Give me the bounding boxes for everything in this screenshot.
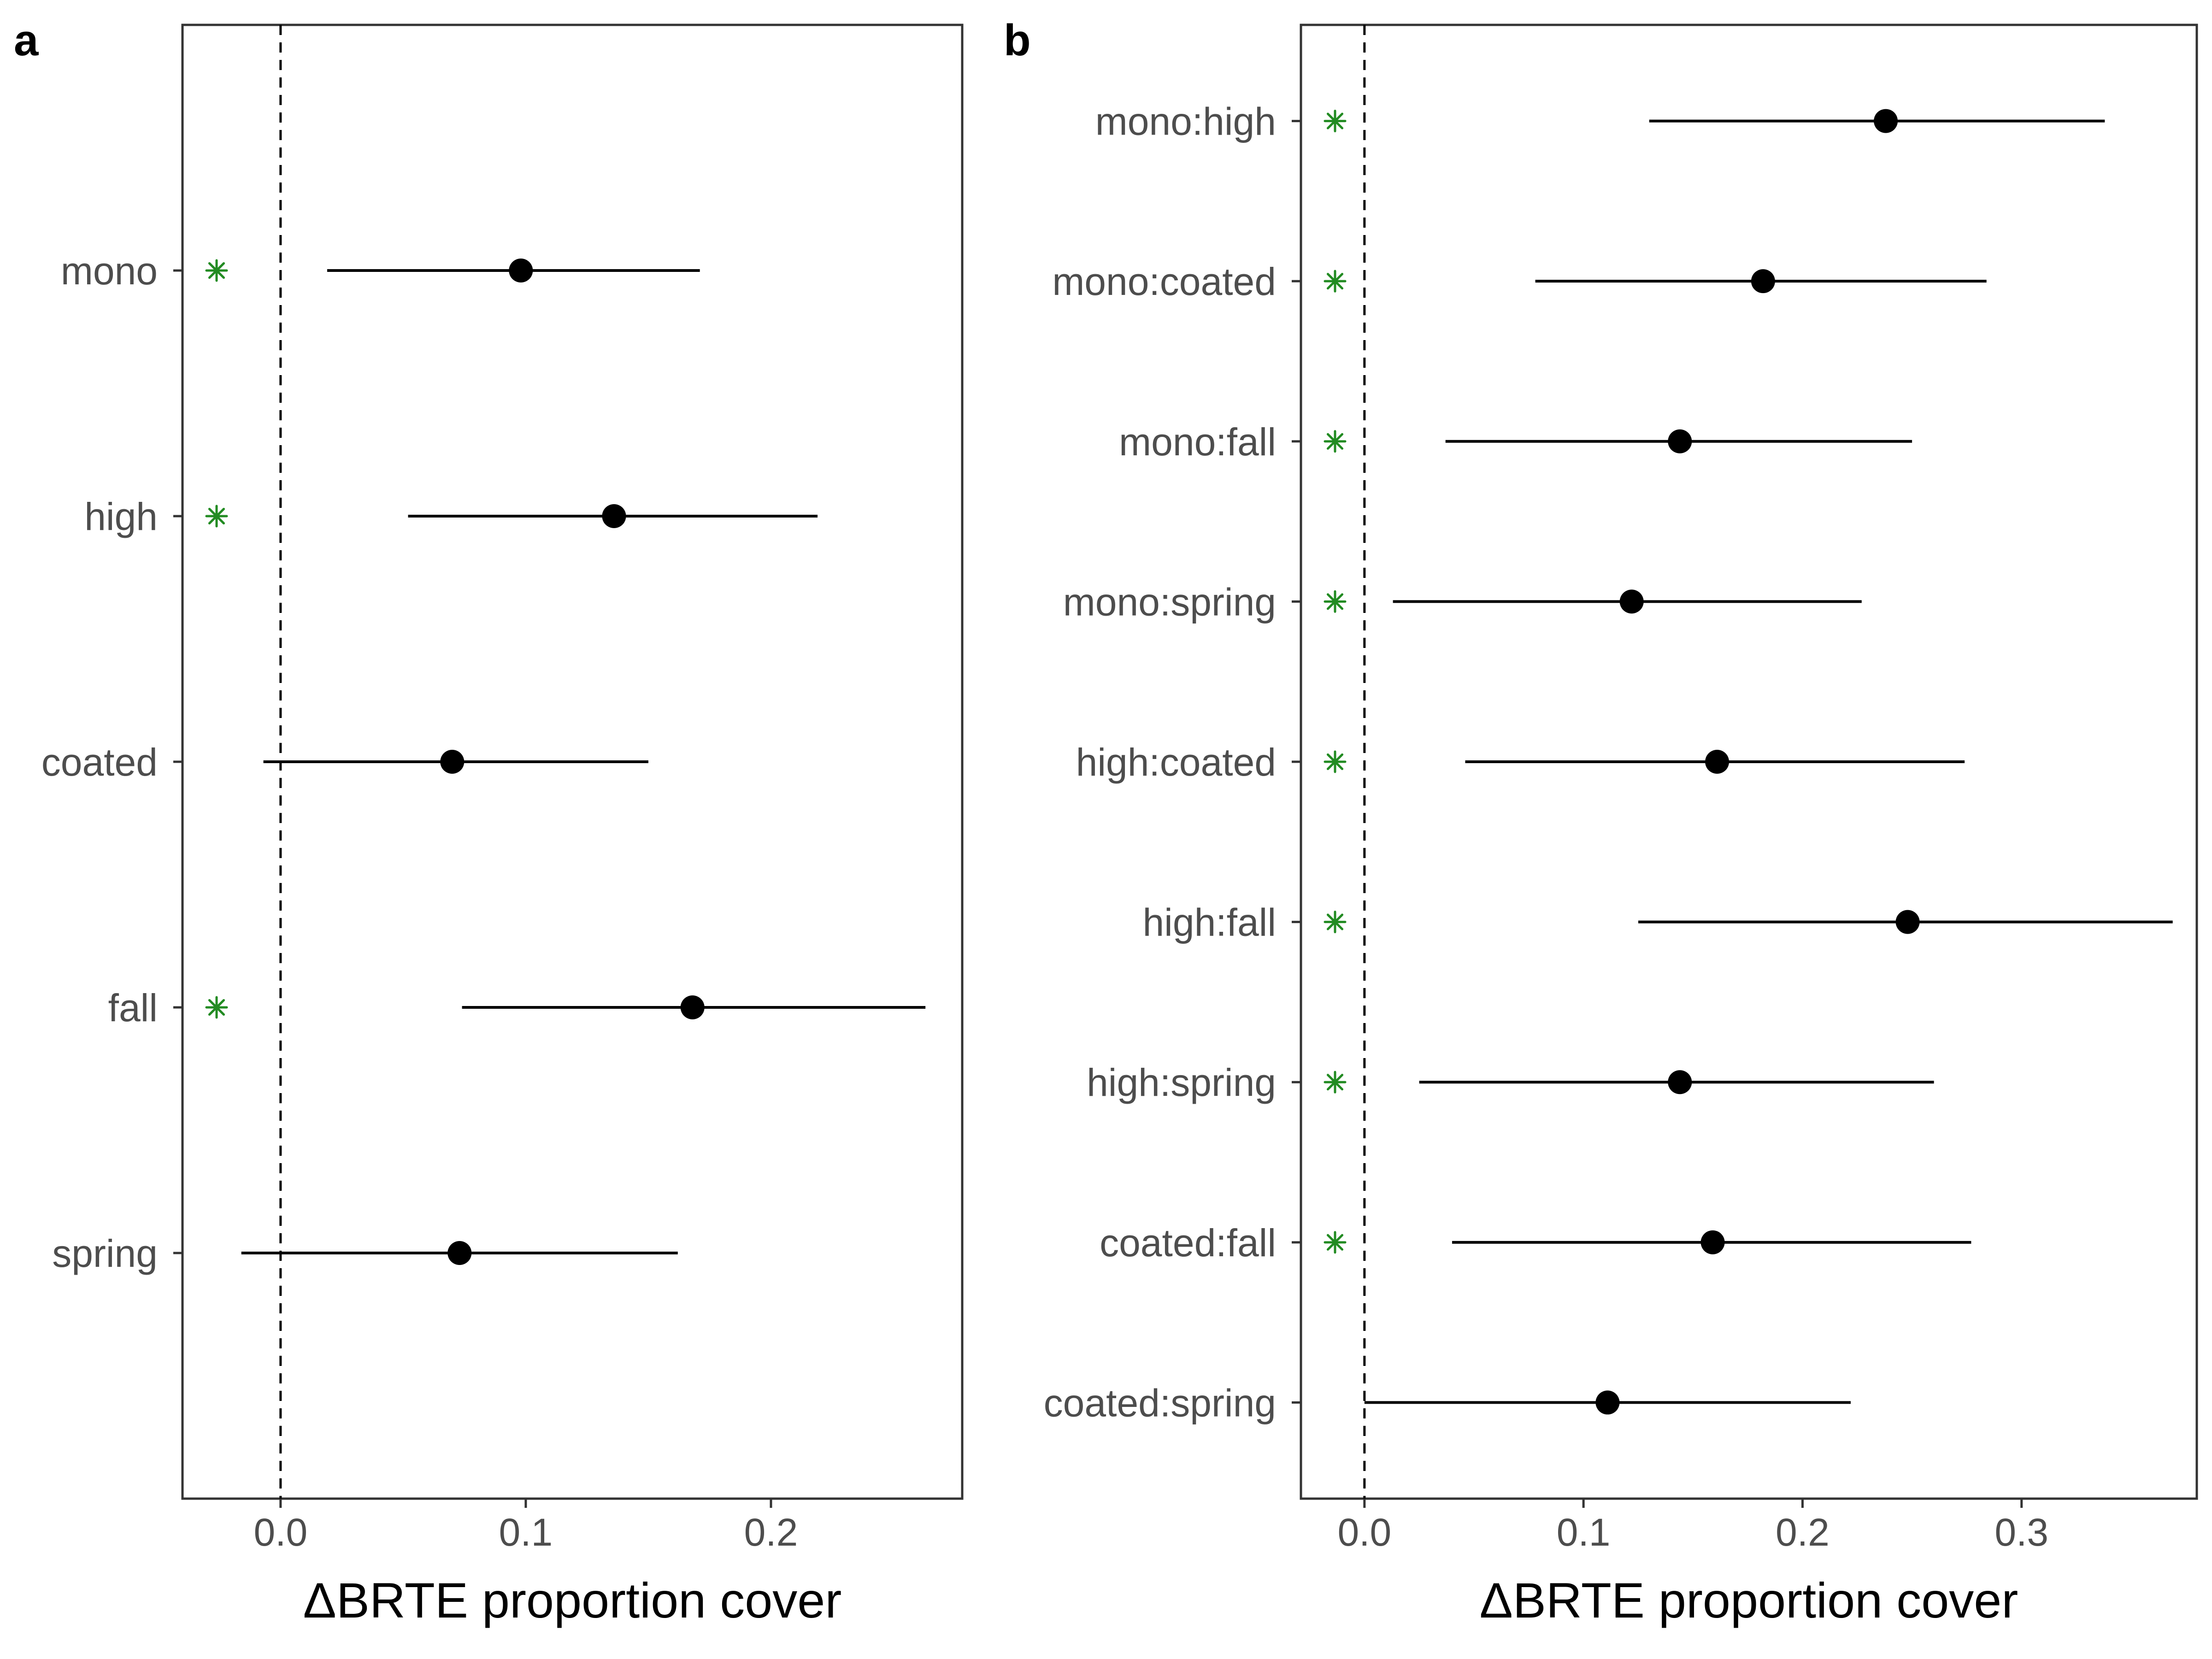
estimate-point bbox=[1874, 109, 1898, 133]
significance-marker-stroke bbox=[1326, 112, 1344, 129]
significance-marker bbox=[205, 996, 228, 1019]
y-tick-label: fall bbox=[108, 986, 158, 1030]
y-tick-label: coated:spring bbox=[1044, 1381, 1276, 1424]
significance-marker bbox=[1324, 1071, 1347, 1094]
y-tick-label: mono:spring bbox=[1063, 580, 1276, 624]
y-tick-label: high bbox=[84, 495, 158, 538]
panel-letter: a bbox=[14, 16, 39, 65]
y-tick-label: coated bbox=[41, 741, 158, 784]
significance-marker-stroke bbox=[1326, 273, 1344, 290]
significance-marker bbox=[1324, 270, 1347, 293]
estimate-point bbox=[1895, 910, 1920, 934]
panel-letter: b bbox=[1004, 16, 1031, 65]
significance-marker-stroke bbox=[1326, 1234, 1344, 1251]
estimate-point bbox=[602, 504, 626, 528]
y-tick-label: mono:high bbox=[1095, 100, 1276, 143]
panel-a: a 0.0 0.1 0.2 ΔBRTE proportion cover mono high… bbox=[14, 16, 964, 1628]
significance-marker-stroke bbox=[208, 262, 225, 279]
y-tick-label: mono:coated bbox=[1052, 260, 1276, 303]
panel-b: b 0.0 0.1 0.2 0.3 ΔBRTE proportion cover mono:… bbox=[1004, 16, 2198, 1628]
significance-marker bbox=[1324, 110, 1347, 133]
estimate-point bbox=[509, 259, 533, 282]
estimate-point bbox=[447, 1241, 472, 1265]
significance-marker-stroke bbox=[208, 507, 225, 525]
estimate-point bbox=[1595, 1390, 1620, 1415]
x-tick-label: 0.0 bbox=[1337, 1511, 1391, 1554]
y-tick-label: spring bbox=[52, 1232, 158, 1275]
estimate-point bbox=[680, 995, 705, 1019]
significance-marker bbox=[1324, 430, 1347, 453]
significance-marker-stroke bbox=[1326, 433, 1344, 450]
significance-marker bbox=[1324, 911, 1347, 934]
significance-marker-stroke bbox=[1326, 913, 1344, 930]
x-axis-title: ΔBRTE proportion cover bbox=[1480, 1572, 2018, 1628]
estimate-point bbox=[1705, 750, 1730, 774]
y-tick-label: mono bbox=[61, 249, 158, 293]
significance-marker-stroke bbox=[1326, 593, 1344, 610]
significance-marker bbox=[1324, 1231, 1347, 1254]
significance-marker-stroke bbox=[1326, 1074, 1344, 1091]
estimate-point bbox=[1668, 1070, 1692, 1094]
x-tick-label: 0.2 bbox=[1776, 1511, 1830, 1554]
estimate-point bbox=[1668, 429, 1692, 453]
significance-marker bbox=[205, 505, 228, 528]
estimate-point bbox=[1700, 1230, 1725, 1254]
y-tick-label: coated:fall bbox=[1100, 1221, 1276, 1265]
significance-marker bbox=[205, 259, 228, 282]
x-axis-title: ΔBRTE proportion cover bbox=[303, 1572, 842, 1628]
x-tick-label: 0.3 bbox=[1994, 1511, 2048, 1554]
y-tick-label: mono:fall bbox=[1119, 420, 1276, 464]
y-tick-label: high:spring bbox=[1087, 1061, 1276, 1104]
estimate-point bbox=[1619, 589, 1644, 614]
significance-marker-stroke bbox=[208, 999, 225, 1016]
y-tick-label: high:coated bbox=[1076, 741, 1276, 784]
estimate-point bbox=[1751, 269, 1775, 294]
significance-marker-stroke bbox=[1326, 753, 1344, 771]
significance-marker bbox=[1324, 750, 1347, 773]
x-tick-label: 0.1 bbox=[499, 1511, 553, 1554]
y-tick-label: high:fall bbox=[1142, 901, 1276, 944]
estimate-point bbox=[440, 750, 465, 774]
x-tick-label: 0.2 bbox=[744, 1511, 798, 1554]
x-tick-label: 0.1 bbox=[1557, 1511, 1611, 1554]
significance-marker bbox=[1324, 590, 1347, 613]
x-tick-label: 0.0 bbox=[253, 1511, 307, 1554]
